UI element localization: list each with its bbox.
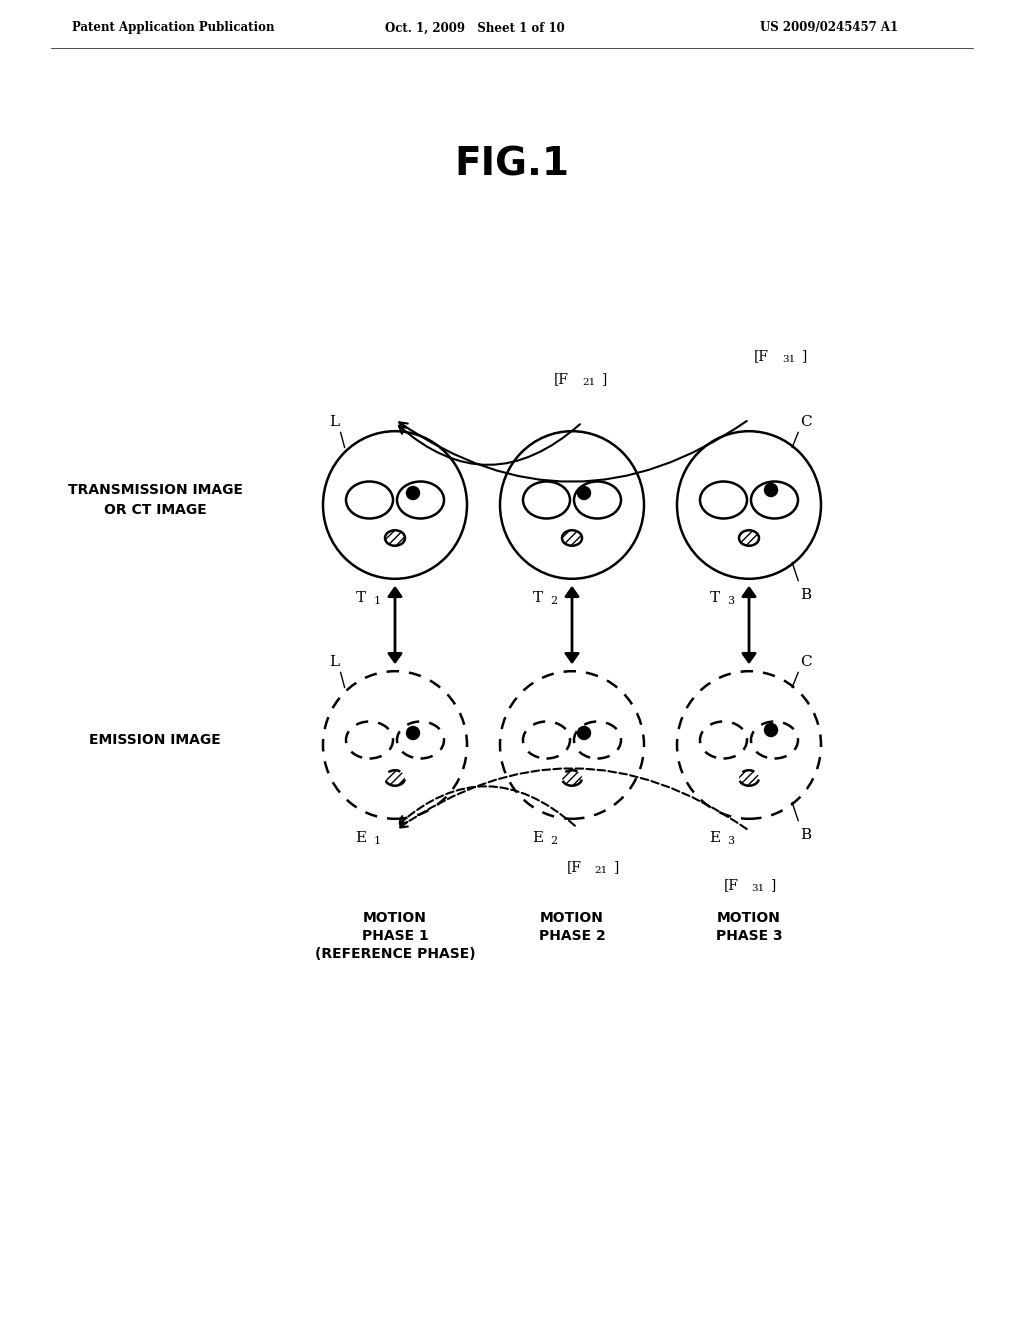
Text: B: B [800,828,811,842]
Text: ]: ] [802,350,807,363]
Text: EMISSION IMAGE: EMISSION IMAGE [89,733,221,747]
Ellipse shape [385,531,406,545]
Text: E: E [710,832,721,845]
Circle shape [765,483,777,496]
Text: [F: [F [554,372,569,387]
Text: L: L [330,416,340,429]
Circle shape [407,487,420,499]
Ellipse shape [739,531,759,545]
Text: T: T [532,591,543,605]
Text: L: L [330,656,340,669]
Text: 3: 3 [727,836,734,846]
Circle shape [765,723,777,737]
Text: C: C [800,416,812,429]
Text: 31: 31 [751,884,764,894]
Ellipse shape [562,531,582,545]
Text: [F: [F [754,350,769,363]
Circle shape [578,726,591,739]
Ellipse shape [739,771,759,785]
Text: 21: 21 [582,378,595,387]
Circle shape [407,726,420,739]
Text: US 2009/0245457 A1: US 2009/0245457 A1 [760,21,898,34]
Text: MOTION
PHASE 3: MOTION PHASE 3 [716,911,782,942]
Text: C: C [800,656,812,669]
Text: ]: ] [614,861,620,875]
Text: ]: ] [602,372,607,387]
Text: MOTION
PHASE 2: MOTION PHASE 2 [539,911,605,942]
Text: Oct. 1, 2009   Sheet 1 of 10: Oct. 1, 2009 Sheet 1 of 10 [385,21,565,34]
Ellipse shape [385,771,406,785]
Text: B: B [800,587,811,602]
Text: ]: ] [771,879,776,892]
Text: E: E [532,832,544,845]
Text: 21: 21 [594,866,607,875]
Text: E: E [355,832,367,845]
Text: 2: 2 [551,836,557,846]
Text: 2: 2 [551,597,557,606]
Text: 1: 1 [374,597,381,606]
Text: TRANSMISSION IMAGE
OR CT IMAGE: TRANSMISSION IMAGE OR CT IMAGE [68,483,243,516]
Text: T: T [710,591,720,605]
Text: 1: 1 [374,836,381,846]
Ellipse shape [562,771,582,785]
Text: FIG.1: FIG.1 [455,147,569,183]
Text: [F: [F [724,879,739,892]
Text: MOTION
PHASE 1
(REFERENCE PHASE): MOTION PHASE 1 (REFERENCE PHASE) [314,911,475,961]
Text: [F: [F [567,861,582,875]
Circle shape [578,487,591,499]
Text: 3: 3 [727,597,734,606]
Text: Patent Application Publication: Patent Application Publication [72,21,274,34]
Text: 31: 31 [782,355,796,364]
Text: T: T [355,591,366,605]
